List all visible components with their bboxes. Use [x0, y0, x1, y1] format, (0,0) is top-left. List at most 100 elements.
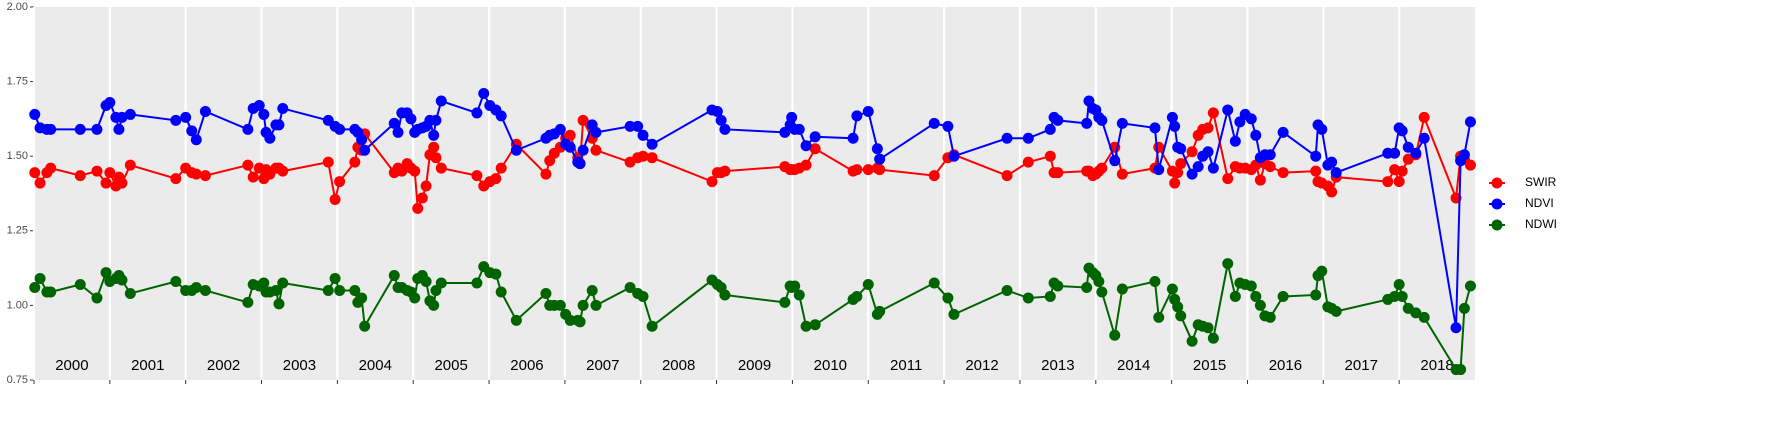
point [719, 289, 731, 301]
point [1254, 174, 1266, 186]
point [786, 111, 798, 123]
point [258, 108, 270, 120]
point [590, 144, 602, 156]
point [104, 96, 116, 108]
point [1116, 117, 1128, 129]
point [719, 123, 731, 135]
point [1326, 186, 1338, 198]
point [420, 180, 432, 192]
point [577, 144, 589, 156]
point [100, 177, 112, 189]
point [1096, 162, 1108, 174]
point [1207, 162, 1219, 174]
point [851, 290, 863, 302]
x-tick-label: 2005 [434, 357, 467, 374]
point [199, 105, 211, 117]
point [1052, 167, 1064, 179]
point [1396, 125, 1408, 137]
point [1001, 170, 1013, 182]
point [392, 126, 404, 138]
point [91, 123, 103, 135]
point [124, 287, 136, 299]
point [270, 284, 282, 296]
legend-point [1491, 198, 1503, 210]
point [356, 292, 368, 304]
y-tick-label: 0.75 [7, 374, 28, 386]
point [242, 159, 254, 171]
point [1166, 283, 1178, 295]
point [1093, 276, 1105, 288]
point [1202, 322, 1214, 334]
point [1310, 289, 1322, 301]
point [273, 119, 285, 131]
point [1455, 364, 1467, 376]
point [1222, 173, 1234, 185]
point [1330, 167, 1342, 179]
point [851, 110, 863, 122]
point [564, 141, 576, 153]
point [1149, 122, 1161, 134]
point [1207, 332, 1219, 344]
x-tick-label: 2009 [738, 357, 771, 374]
x-tick-label: 2014 [1117, 357, 1150, 374]
point [779, 296, 791, 308]
point [1172, 167, 1184, 179]
point [586, 284, 598, 296]
point [847, 132, 859, 144]
point [34, 177, 46, 189]
point [1229, 135, 1241, 147]
point [719, 165, 731, 177]
point [1277, 126, 1289, 138]
point [1330, 305, 1342, 317]
point [1310, 150, 1322, 162]
point [554, 123, 566, 135]
point [1175, 158, 1187, 170]
point [862, 164, 874, 176]
x-tick-label: 2002 [207, 357, 240, 374]
point [190, 168, 202, 180]
point [871, 143, 883, 155]
point [495, 110, 507, 122]
point [1402, 141, 1414, 153]
point [74, 279, 86, 291]
y-tick-label: 1.25 [7, 225, 28, 237]
point [624, 120, 636, 132]
point [646, 152, 658, 164]
point [1001, 284, 1013, 296]
legend-label: SWIR [1525, 175, 1557, 189]
point [334, 176, 346, 188]
point [264, 132, 276, 144]
point [74, 170, 86, 182]
point [1022, 156, 1034, 168]
point [490, 268, 502, 280]
x-tick-label: 2001 [131, 357, 164, 374]
point [190, 134, 202, 146]
point [349, 284, 361, 296]
point [322, 284, 334, 296]
point [1410, 147, 1422, 159]
point [1052, 280, 1064, 292]
point [190, 281, 202, 293]
point [1393, 279, 1405, 291]
point [116, 274, 128, 286]
point [1245, 280, 1257, 292]
point [510, 314, 522, 326]
point [928, 117, 940, 129]
point [793, 289, 805, 301]
point [1245, 113, 1257, 125]
x-tick-label: 2007 [586, 357, 619, 374]
point [632, 120, 644, 132]
point [1418, 311, 1430, 323]
point [1052, 114, 1064, 126]
y-tick-label: 1.75 [7, 76, 28, 88]
x-tick-label: 2003 [283, 357, 316, 374]
point [170, 173, 182, 185]
point [1044, 150, 1056, 162]
point [1186, 335, 1198, 347]
point [1316, 123, 1328, 135]
point [809, 131, 821, 143]
point [113, 123, 125, 135]
point [1316, 265, 1328, 277]
point [1169, 177, 1181, 189]
point [1326, 156, 1338, 168]
